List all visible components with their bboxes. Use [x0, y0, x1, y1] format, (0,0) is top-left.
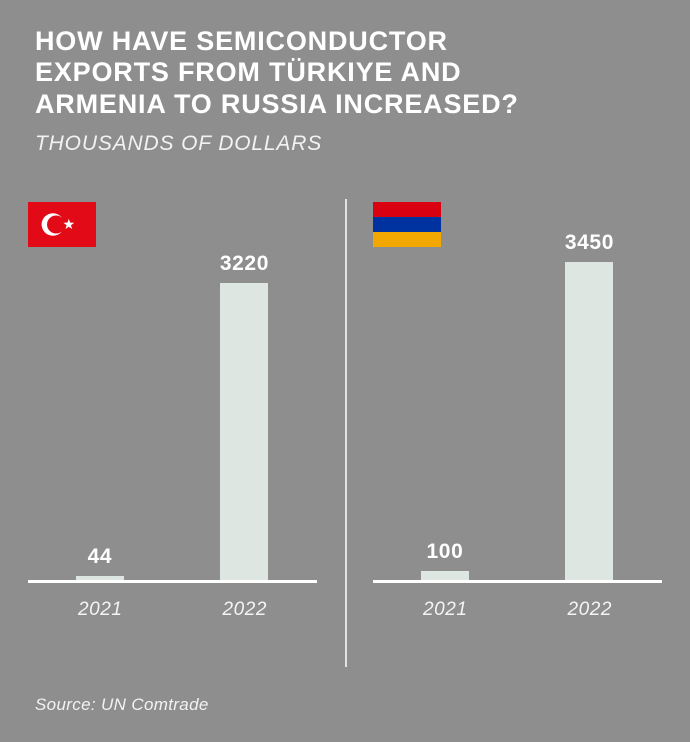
x-tick-label: 2022 [567, 598, 613, 620]
chart-armenia: 100 3450 2021 2022 [345, 201, 690, 621]
turkiye-bar-2021 [75, 575, 124, 580]
bar-value-label: 3450 [564, 230, 615, 254]
bar-value-label: 100 [426, 539, 464, 563]
bar-value-label: 44 [87, 544, 113, 568]
armenia-x-tick-labels: 2021 2022 [373, 599, 662, 621]
armenia-bar-group-2021: 100 [420, 539, 469, 580]
source-note: Source: UN Comtrade [35, 694, 209, 714]
divider-line [345, 198, 347, 667]
title-line-2: EXPORTS FROM TÜRKIYE AND [35, 57, 462, 88]
bar-value-label: 3220 [219, 252, 270, 276]
x-tick-label: 2021 [422, 598, 468, 620]
footer: Source: UN Comtrade [0, 695, 690, 715]
chart-turkiye: 44 3220 2021 2022 [0, 201, 345, 621]
turkiye-bar-group-2022: 3220 [220, 252, 269, 580]
page-title: HOW HAVE SEMICONDUCTOR EXPORTS FROM TÜRK… [35, 26, 660, 120]
subtitle: THOUSANDS OF DOLLARS [35, 131, 323, 155]
title-line-1: HOW HAVE SEMICONDUCTOR [35, 26, 448, 56]
turkey-flag-icon [28, 201, 96, 247]
armenia-plot-area: 100 3450 [373, 202, 662, 580]
armenia-bar-group-2022: 3450 [565, 231, 614, 580]
turkiye-x-tick-labels: 2021 2022 [28, 599, 317, 621]
armenia-flag-icon [373, 201, 441, 247]
turkiye-bar-group-2021: 44 [75, 544, 124, 580]
turkiye-bar-2022 [220, 283, 269, 580]
turkiye-plot-area: 44 3220 [28, 202, 317, 580]
header: HOW HAVE SEMICONDUCTOR EXPORTS FROM TÜRK… [0, 0, 690, 156]
x-tick-label: 2022 [222, 598, 268, 620]
title-line-3: ARMENIA TO RUSSIA INCREASED? [35, 88, 519, 119]
turkiye-x-axis-line [28, 579, 317, 583]
armenia-bar-2022 [565, 261, 614, 580]
charts-section: 44 3220 2021 2022 [0, 198, 690, 667]
x-tick-label: 2021 [77, 598, 123, 620]
armenia-bar-2021 [420, 570, 469, 580]
armenia-x-axis-line [373, 579, 662, 583]
